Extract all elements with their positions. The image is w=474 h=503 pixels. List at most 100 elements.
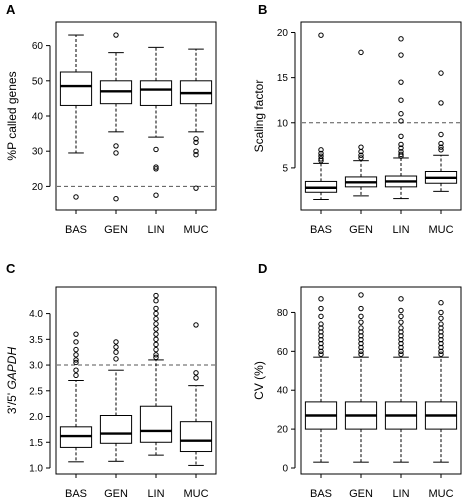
outlier-point: [358, 319, 364, 325]
outlier-point: [318, 32, 324, 38]
outlier-point: [398, 52, 404, 58]
box-muc: [179, 322, 213, 466]
plot-frame: [55, 286, 217, 475]
y-tick-label: 3.5: [29, 335, 43, 346]
outlier-point: [398, 340, 404, 347]
x-tick-label: MUC: [183, 488, 208, 500]
outlier-point: [318, 340, 324, 347]
outlier-point: [358, 155, 364, 161]
outlier-point: [153, 166, 159, 172]
box-bas: [304, 32, 338, 200]
x-tick-label: LIN: [392, 224, 409, 236]
panel-letter: A: [6, 2, 16, 17]
outlier-point: [73, 194, 79, 200]
y-axis-label: CV (%): [252, 361, 266, 400]
outlier-point: [398, 153, 404, 159]
outlier-point: [153, 164, 159, 170]
outlier-point: [358, 49, 364, 56]
outlier-point: [193, 136, 199, 142]
outlier-point: [153, 146, 159, 153]
outlier-point: [153, 321, 159, 327]
y-tick-label: 20: [277, 425, 289, 436]
y-axis-label: %P called genes: [5, 71, 19, 160]
x-tick-label: MUC: [183, 224, 208, 236]
box-gen: [99, 339, 133, 462]
box-muc: [424, 300, 458, 463]
outlier-point: [438, 131, 444, 138]
outlier-point: [153, 192, 159, 198]
outlier-point: [398, 79, 404, 85]
box-lin: [139, 292, 173, 456]
outlier-point: [398, 145, 404, 151]
outlier-point: [398, 118, 404, 124]
panel-a: A 20 30 40 50 60 %P called genes BAS GEN LIN MUC: [5, 2, 217, 236]
outlier-point: [193, 139, 199, 146]
outlier-point: [438, 325, 444, 331]
outlier-point: [113, 32, 119, 38]
x-tick-label: BAS: [310, 488, 332, 500]
outlier-point: [358, 152, 364, 158]
outlier-point: [358, 144, 364, 150]
y-tick-label: 1.5: [29, 438, 43, 449]
outlier-point: [358, 148, 364, 155]
outlier-point: [398, 351, 404, 357]
panel-letter: D: [258, 261, 267, 276]
outlier-point: [318, 333, 324, 339]
outlier-point: [438, 351, 444, 357]
outlier-point: [193, 185, 199, 191]
outlier-point: [398, 111, 404, 117]
outlier-point: [113, 344, 119, 350]
x-tick-label: MUC: [428, 224, 453, 236]
outlier-point: [318, 157, 324, 164]
y-tick-label: 4.0: [29, 309, 43, 320]
outlier-point: [358, 336, 364, 343]
box-gen: [99, 32, 133, 202]
y-tick-label: 10: [277, 118, 289, 129]
panel-c: C 1.0 1.5 2.0 2.5 3.0 3.5 4.0 3'/5' GAPDH BAS GEN L…: [5, 261, 217, 500]
outlier-point: [318, 296, 324, 302]
outlier-point: [398, 307, 404, 314]
outlier-point: [398, 333, 404, 339]
y-tick-label: 60: [277, 347, 289, 358]
iqr-box: [139, 80, 173, 106]
outlier-point: [318, 156, 324, 162]
outlier-point: [438, 100, 444, 106]
box-muc: [424, 70, 458, 192]
outlier-point: [438, 348, 444, 355]
outlier-point: [438, 321, 444, 327]
outlier-point: [318, 351, 324, 357]
outlier-point: [438, 144, 444, 150]
y-tick-label: 30: [32, 147, 44, 158]
outlier-point: [193, 322, 199, 328]
outlier-point: [318, 325, 324, 331]
outlier-point: [318, 313, 324, 320]
outlier-point: [398, 141, 404, 148]
outlier-point: [73, 331, 79, 337]
outlier-point: [318, 305, 324, 312]
panel-letter: C: [6, 261, 16, 276]
outlier-point: [113, 143, 119, 149]
outlier-point: [153, 354, 159, 361]
iqr-box: [179, 421, 213, 453]
outlier-point: [318, 336, 324, 343]
outlier-point: [73, 359, 79, 366]
outlier-point: [318, 147, 324, 153]
outlier-point: [358, 329, 364, 335]
panel-letter: B: [258, 2, 267, 17]
outlier-point: [153, 352, 159, 358]
x-tick-label: LIN: [147, 488, 164, 500]
y-tick-label: 40: [32, 112, 44, 123]
outlier-point: [398, 97, 404, 103]
outlier-point: [438, 340, 444, 347]
outlier-point: [153, 346, 159, 353]
outlier-point: [193, 370, 199, 376]
outlier-point: [113, 339, 119, 345]
panel-b: B 5 10 15 20 Scaling factor BAS GEN LIN MUC: [252, 2, 462, 236]
box-lin: [384, 296, 418, 463]
outlier-point: [153, 341, 159, 348]
outlier-point: [398, 319, 404, 325]
outlier-point: [113, 150, 119, 156]
outlier-point: [398, 348, 404, 355]
y-tick-label: 20: [32, 182, 44, 193]
box-gen: [344, 292, 378, 463]
